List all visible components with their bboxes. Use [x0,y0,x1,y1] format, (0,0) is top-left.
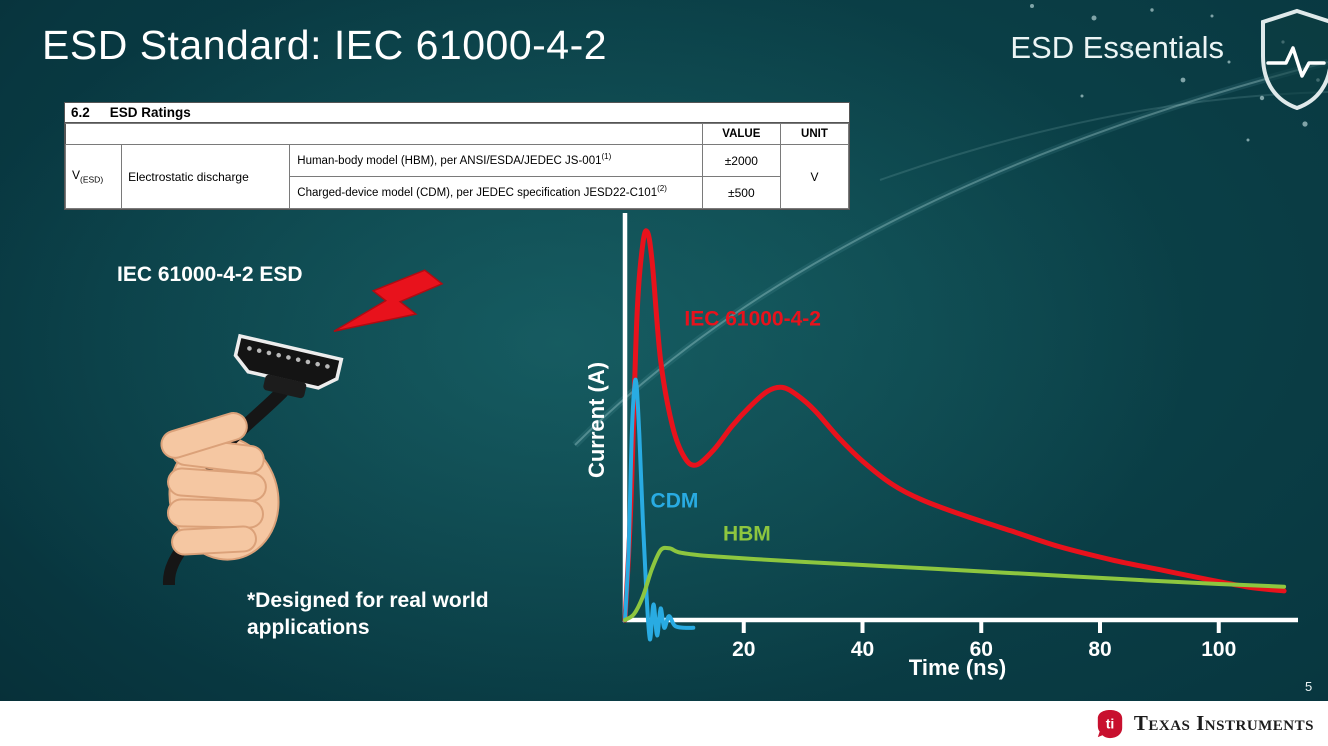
symbol-base: V [72,168,81,183]
cdm-footnote-ref: (2) [657,184,667,194]
series-curve [623,545,1287,622]
connector-boot [263,374,307,399]
hbm-description-cell: Human-body model (HBM), per ANSI/ESDA/JE… [289,144,703,177]
series-label: CDM [651,490,699,513]
series-curve [622,228,1287,623]
series-curve [623,377,696,642]
section-title: ESD Ratings [109,105,191,120]
ti-wordmark: Texas Instruments [1133,711,1314,735]
thumb [160,412,248,459]
x-tick-label: 40 [851,638,874,661]
connector-shell [233,333,344,390]
hdmi-connector [233,333,344,399]
ti-logo-icon: ti [1097,709,1123,738]
page-number: 5 [1305,679,1313,694]
connector-pins [247,346,330,369]
table-caption: 6.2 ESD Ratings [65,103,849,123]
cdm-description: Charged-device model (CDM), per JEDEC sp… [297,186,658,199]
lightning-icon [333,269,444,332]
series-title: ESD Essentials [1010,30,1224,65]
svg-text:ti: ti [1106,715,1115,731]
ratings-grid: VALUE UNIT V(ESD) Electrostatic discharg… [64,123,850,209]
series-label: HBM [723,523,771,546]
hand-connector-illustration [160,333,344,585]
hbm-footnote-ref: (1) [601,152,612,162]
footnote: *Designed for real world applications [247,589,489,639]
chart-canvas: 20 40 60 80 100 IEC 61000-4-2 CDM HBM [622,213,1298,661]
iec-esd-label: IEC 61000-4-2 ESD [117,263,303,286]
unit-cell: V [779,144,850,209]
x-tick-label: 60 [970,638,993,661]
series-label: IEC 61000-4-2 [684,307,821,330]
ti-brand: ti Texas Instruments [1095,709,1314,739]
symbol-sub: (ESD) [80,174,104,185]
shield-pulse-icon [1261,8,1328,110]
symbol-cell: V(ESD) [64,144,123,209]
value-header: VALUE [701,123,781,145]
footer-bar: ti Texas Instruments [0,701,1328,746]
hbm-description: Human-body model (HBM), per ANSI/ESDA/JE… [297,154,602,167]
header-spacer [65,123,703,145]
lightning-bolt-shape [333,269,444,332]
y-axis-label: Current (A) [584,361,609,479]
cdm-description-cell: Charged-device model (CDM), per JEDEC sp… [289,176,703,209]
page-title: ESD Standard: IEC 61000-4-2 [42,22,608,68]
x-tick-label: 20 [732,638,755,661]
x-axis-label: Time (ns) [908,655,1007,680]
esd-current-chart: 20 40 60 80 100 IEC 61000-4-2 CDM HBM Current (… [584,205,1327,683]
unit-header: UNIT [779,123,850,145]
section-number: 6.2 [71,105,90,120]
pulse-line [1266,46,1326,78]
hbm-value: ±2000 [701,144,781,177]
x-tick-label: 100 [1201,638,1236,661]
cdm-value: ±500 [701,176,781,209]
parameter-cell: Electrostatic discharge [121,144,291,209]
x-tick-label: 80 [1088,638,1111,661]
esd-ratings-table: 6.2 ESD Ratings VALUE UNIT V(ESD) Electro… [64,102,850,210]
